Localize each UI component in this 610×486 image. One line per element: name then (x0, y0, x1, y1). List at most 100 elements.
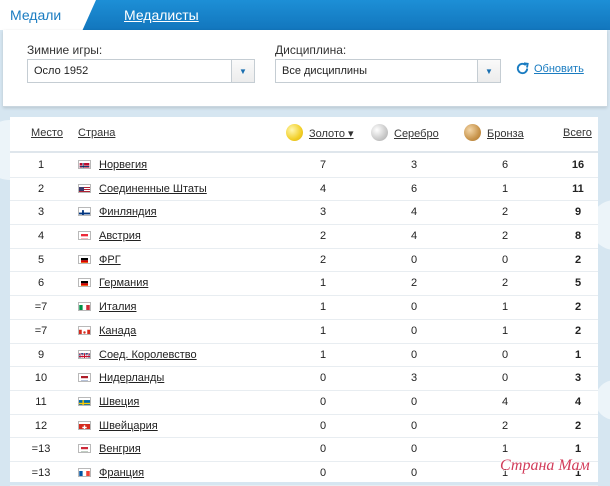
table-header: Место Страна Золото ▾ Серебро Бронза Все… (10, 117, 598, 153)
row-gold-count: 7 (319, 159, 327, 171)
row-rank: 12 (34, 419, 48, 432)
row-gold-count: 3 (319, 206, 327, 219)
row-country-link[interactable]: Соед. Королевство (99, 348, 197, 361)
row-country-link[interactable]: ФРГ (99, 253, 121, 266)
games-select-value: Осло 1952 (34, 65, 89, 77)
refresh-label: Обновить (534, 62, 584, 75)
austria-flag-icon (78, 231, 91, 241)
row-silver-count: 2 (410, 277, 418, 290)
row-country-link[interactable]: Венгрия (99, 443, 141, 456)
watermark: Страна Мам (500, 457, 590, 474)
row-total-count: 9 (574, 206, 582, 219)
table-row: =7 Италия 1 0 1 2 (10, 296, 598, 320)
discipline-select[interactable]: Все дисциплины ▼ (275, 59, 501, 83)
tab-medals[interactable]: Медали (0, 0, 96, 30)
row-bronze-count: 1 (501, 466, 509, 479)
row-rank: 6 (37, 277, 45, 290)
table-row: 2 Соединенные Штаты 4 6 1 11 (10, 178, 598, 202)
column-country[interactable]: Страна (78, 127, 116, 139)
row-bronze-count: 4 (501, 395, 509, 408)
row-bronze-count: 1 (501, 182, 509, 195)
row-country-link[interactable]: Финляндия (99, 206, 157, 219)
column-bronze-label: Бронза (487, 127, 524, 140)
table-row: 11 Швеция 0 0 4 4 (10, 391, 598, 415)
row-rank: =7 (34, 301, 48, 314)
row-country-link[interactable]: Италия (99, 301, 137, 314)
table-row: 1 Норвегия 7 3 6 16 (10, 154, 598, 178)
row-gold-count: 0 (319, 395, 327, 408)
discipline-label: Дисциплина: (275, 43, 347, 57)
row-gold-count: 4 (319, 182, 327, 195)
row-rank: 3 (37, 206, 45, 219)
row-rank: 10 (34, 372, 48, 385)
row-silver-count: 3 (410, 372, 418, 385)
column-total[interactable]: Всего (563, 127, 592, 139)
row-country-link[interactable]: Франция (99, 466, 145, 479)
row-total-count: 3 (574, 372, 582, 385)
refresh-button[interactable]: Обновить (515, 61, 584, 76)
row-country-link[interactable]: Канада (99, 324, 137, 337)
column-gold[interactable]: Золото ▾ (286, 124, 354, 142)
row-bronze-count: 6 (501, 159, 509, 171)
row-rank: 5 (37, 253, 45, 266)
row-rank: =13 (31, 466, 51, 479)
row-silver-count: 4 (410, 206, 418, 219)
row-country-link[interactable]: Австрия (99, 230, 141, 243)
column-silver[interactable]: Серебро (371, 124, 439, 141)
row-rank: 11 (35, 395, 47, 408)
table-row: 3 Финляндия 3 4 2 9 (10, 201, 598, 226)
row-country-link[interactable]: Швейцария (99, 419, 158, 432)
row-gold-count: 0 (319, 419, 327, 432)
row-gold-count: 1 (319, 277, 327, 290)
column-bronze[interactable]: Бронза (464, 124, 524, 141)
switzerland-flag-icon (78, 420, 91, 430)
netherlands-flag-icon (78, 373, 91, 383)
hungary-flag-icon (78, 444, 91, 454)
row-gold-count: 1 (319, 324, 327, 337)
row-bronze-count: 2 (501, 206, 509, 219)
chevron-down-icon[interactable]: ▼ (231, 60, 254, 82)
row-total-count: 2 (574, 301, 582, 314)
row-country-link[interactable]: Соединенные Штаты (99, 182, 207, 195)
medal-table: Место Страна Золото ▾ Серебро Бронза Все… (10, 117, 598, 486)
table-row: 5 ФРГ 2 0 0 2 (10, 249, 598, 273)
column-rank[interactable]: Место (31, 127, 63, 139)
row-rank: 2 (37, 182, 45, 195)
discipline-select-value: Все дисциплины (282, 65, 368, 77)
row-country-link[interactable]: Швеция (99, 395, 140, 408)
row-silver-count: 6 (410, 182, 418, 195)
norway-flag-icon (78, 160, 91, 169)
table-row: 9 Соед. Королевство 1 0 0 1 (10, 344, 598, 368)
table-row: 12 Швейцария 0 0 2 2 (10, 415, 598, 439)
row-total-count: 1 (574, 348, 582, 361)
row-rank: =7 (34, 324, 48, 337)
silver-medal-icon (371, 124, 388, 141)
row-rank: 4 (37, 230, 45, 243)
row-bronze-count: 0 (501, 348, 509, 361)
row-country-link[interactable]: Нидерланды (99, 372, 165, 385)
row-total-count: 1 (574, 466, 582, 479)
row-total-count: 5 (574, 277, 582, 290)
table-body: 1 Норвегия 7 3 6 16 2 Соединенные Штаты 4 6 1 11 3 Фи… (10, 154, 598, 486)
row-bronze-count: 2 (501, 277, 509, 290)
row-silver-count: 0 (410, 253, 418, 266)
row-silver-count: 0 (410, 419, 418, 432)
row-silver-count: 3 (410, 159, 418, 171)
row-country-link[interactable]: Германия (99, 277, 149, 290)
chevron-down-icon[interactable]: ▼ (477, 60, 500, 82)
row-gold-count: 0 (319, 372, 327, 385)
row-rank: 9 (37, 348, 45, 361)
tab-medalists[interactable]: Медалисты (124, 7, 199, 23)
row-bronze-count: 0 (501, 372, 509, 385)
row-total-count: 8 (574, 230, 582, 243)
usa-flag-icon (78, 183, 91, 193)
row-country-link[interactable]: Норвегия (99, 159, 148, 171)
row-total-count: 11 (572, 182, 584, 195)
row-gold-count: 0 (319, 443, 327, 456)
row-silver-count: 0 (410, 466, 418, 479)
table-row: 10 Нидерланды 0 3 0 3 (10, 367, 598, 391)
row-bronze-count: 0 (501, 253, 509, 266)
games-select[interactable]: Осло 1952 ▼ (27, 59, 255, 83)
row-bronze-count: 1 (501, 324, 509, 337)
row-gold-count: 2 (319, 253, 327, 266)
